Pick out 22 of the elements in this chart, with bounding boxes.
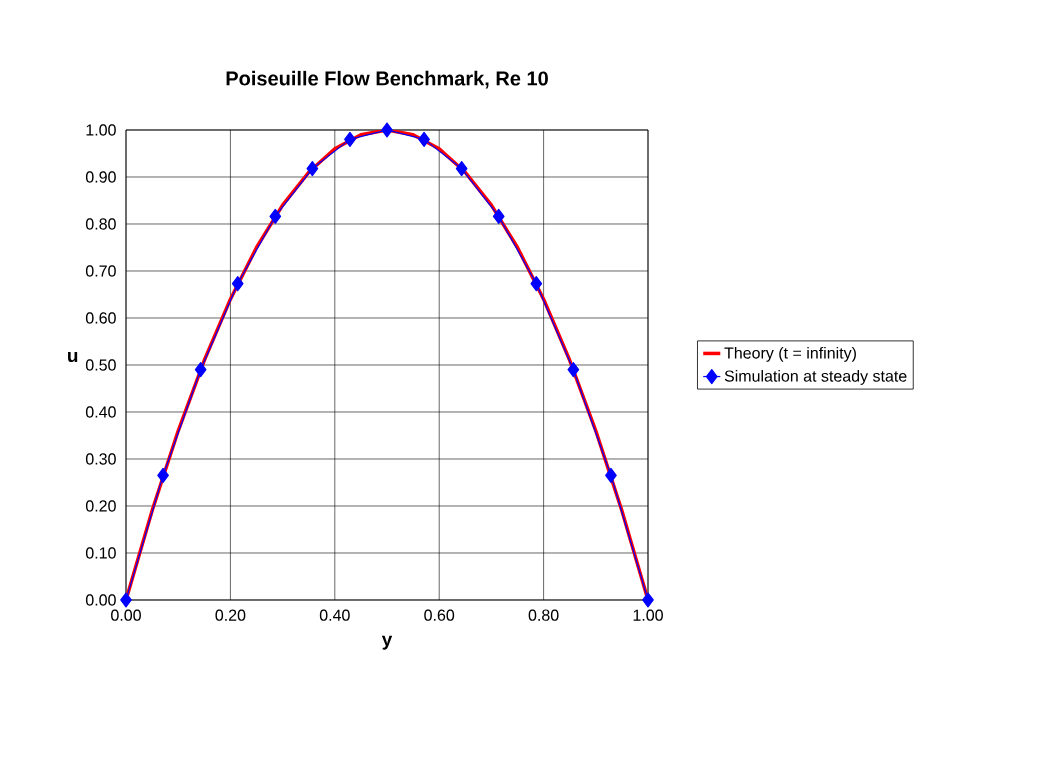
y-tick-label: 0.90 — [85, 171, 116, 183]
y-tick-label: 0.70 — [85, 265, 116, 277]
y-tick-label: 0.00 — [85, 594, 116, 606]
x-axis-title: y — [381, 635, 393, 650]
x-tick-label: 0.40 — [319, 609, 350, 621]
y-tick-label: 0.50 — [85, 359, 116, 371]
x-tick-label: 0.00 — [111, 609, 141, 621]
y-axis-title: u — [68, 351, 78, 363]
x-tick-label: 0.80 — [528, 609, 559, 621]
x-tick-label: 0.60 — [424, 609, 455, 621]
y-tick-label: 1.00 — [86, 124, 116, 136]
y-tick-label: 0.30 — [85, 453, 116, 465]
y-tick-label: 0.40 — [85, 406, 116, 418]
y-tick-label: 0.60 — [85, 312, 116, 324]
chart-title: Poiseuille Flow Benchmark, Re 10 — [226, 70, 548, 89]
y-tick-label: 0.80 — [85, 218, 116, 230]
legend-label: Simulation at steady state — [724, 369, 907, 385]
y-tick-label: 0.20 — [85, 500, 116, 512]
x-tick-label: 0.20 — [215, 609, 246, 621]
y-tick-label: 0.10 — [85, 547, 116, 559]
legend-label: Theory (t = infinity) — [724, 346, 856, 362]
x-tick-label: 1.00 — [633, 609, 663, 621]
